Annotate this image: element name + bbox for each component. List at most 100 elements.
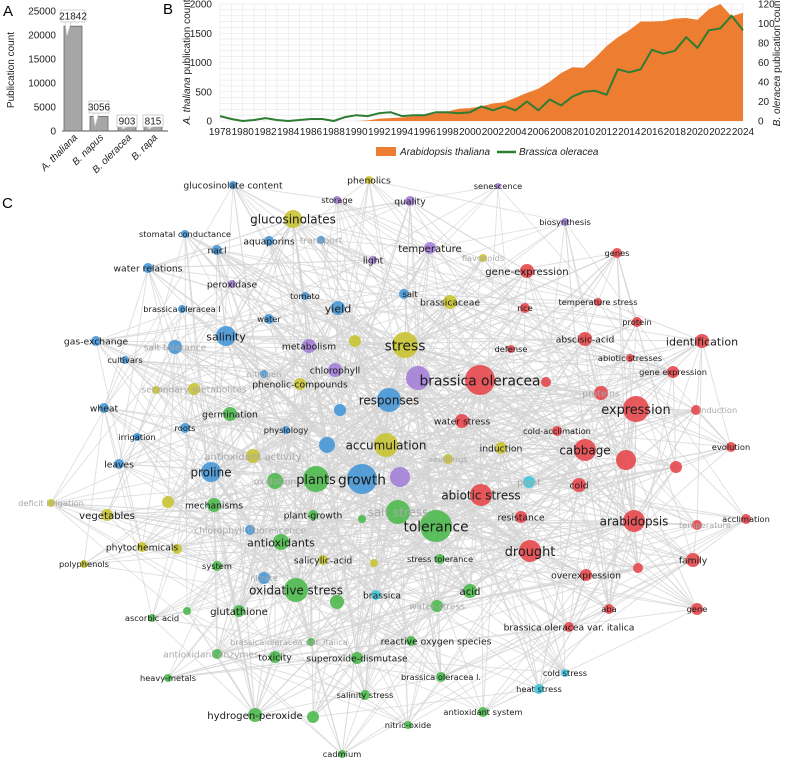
node-unlabeled[interactable] [616, 450, 636, 470]
node-salt-tolerance[interactable] [168, 340, 182, 354]
node-unlabeled[interactable] [183, 607, 191, 615]
node-gene-expression[interactable] [667, 366, 679, 378]
node-water-stress[interactable] [431, 600, 443, 612]
node-roots[interactable] [180, 423, 190, 433]
node-overexpression[interactable] [580, 569, 592, 581]
node-plant-growth[interactable] [308, 510, 318, 520]
node-mechanisms[interactable] [207, 498, 221, 512]
node-brassica-oleracea-var-italica[interactable] [307, 638, 315, 646]
node-unlabeled[interactable] [307, 711, 319, 723]
node-unlabeled[interactable] [390, 467, 410, 487]
node-metabolism[interactable] [302, 339, 316, 353]
node-cultivars[interactable] [121, 356, 129, 364]
node-salinity[interactable] [216, 326, 236, 346]
node-biosynthesis[interactable] [561, 218, 569, 226]
node-aquaporins[interactable] [264, 236, 274, 246]
node-phenolic-compounds[interactable] [294, 378, 306, 390]
node-glucosinolates[interactable] [284, 210, 302, 228]
node-oxidation[interactable] [267, 473, 283, 489]
node-antioxidant-system[interactable] [478, 707, 488, 717]
node-brassica-oleracea-l[interactable] [178, 305, 186, 313]
node-system[interactable] [212, 561, 222, 571]
node-stomatal-conductance[interactable] [181, 230, 189, 238]
node-gene-expression[interactable] [520, 264, 534, 278]
node-unlabeled[interactable] [406, 366, 430, 390]
node-vegetables[interactable] [101, 509, 113, 521]
node-reactive-oxygen-species[interactable] [406, 636, 416, 646]
node-senescence[interactable] [495, 183, 501, 189]
node-temperature[interactable] [692, 520, 702, 530]
node-unlabeled[interactable] [319, 437, 335, 453]
node-salinity-stress[interactable] [360, 690, 370, 700]
node-glucosinolate-content[interactable] [229, 181, 237, 189]
node-seedlings[interactable] [443, 454, 453, 464]
node-leaves[interactable] [114, 459, 124, 469]
node-salt[interactable] [399, 289, 409, 299]
node-brassica[interactable] [371, 590, 381, 600]
node-cold[interactable] [572, 478, 586, 492]
node-peroxidase[interactable] [228, 280, 236, 288]
node-storage[interactable] [333, 196, 341, 204]
node-water-relations[interactable] [143, 263, 153, 273]
node-plant[interactable] [523, 476, 535, 488]
node-genes[interactable] [612, 248, 622, 258]
node-induction[interactable] [495, 442, 507, 454]
node-arabidopsis[interactable] [623, 510, 645, 532]
node-irrigation[interactable] [133, 433, 141, 441]
node-evolution[interactable] [726, 442, 736, 452]
node-unlabeled[interactable] [152, 386, 160, 394]
node-aba[interactable] [604, 604, 614, 614]
node-drought[interactable] [519, 540, 541, 562]
node-identification[interactable] [695, 334, 709, 348]
node-hydrogen-peroxide[interactable] [248, 708, 262, 722]
node-quality[interactable] [405, 196, 415, 206]
node-physiology[interactable] [282, 426, 290, 434]
node-unlabeled[interactable] [633, 563, 643, 573]
node-antioxidant-activity[interactable] [246, 449, 260, 463]
node-heavy-metals[interactable] [164, 674, 172, 682]
node-light[interactable] [369, 256, 377, 264]
node-brassica-oleracea-l-[interactable] [436, 672, 446, 682]
node-chlorophyll[interactable] [328, 363, 342, 377]
node-brassica-oleracea[interactable] [465, 365, 495, 395]
node-polyphenols[interactable] [80, 560, 88, 568]
node-flavonoids[interactable] [479, 254, 487, 262]
node-cadmium[interactable] [338, 750, 346, 758]
node-unlabeled[interactable] [370, 559, 378, 567]
node-abiotic-stress[interactable] [470, 484, 492, 506]
node-gene[interactable] [691, 603, 703, 615]
node-protein[interactable] [632, 317, 642, 327]
node-tomato[interactable] [301, 292, 309, 300]
node-heat-stress[interactable] [534, 684, 544, 694]
node-proline[interactable] [201, 462, 221, 482]
node-salt-stress[interactable] [386, 500, 410, 524]
node-nitrogen[interactable] [260, 370, 268, 378]
node-unlabeled[interactable] [162, 496, 174, 508]
node-oxidative-stress[interactable] [284, 578, 308, 602]
node-deficit-irrigation[interactable] [47, 499, 55, 507]
node-proteins[interactable] [594, 386, 608, 400]
node-chlorophyll-fluorescence[interactable] [245, 525, 255, 535]
node-unlabeled[interactable] [541, 377, 551, 387]
node-germination[interactable] [223, 407, 237, 421]
node-acclimation[interactable] [741, 514, 751, 524]
node-growth[interactable] [347, 464, 377, 494]
node-nitric-oxide[interactable] [404, 721, 412, 729]
node-cold-acclimation[interactable] [552, 426, 562, 436]
node-water[interactable] [264, 314, 274, 324]
node-abiotic-stresses[interactable] [626, 354, 634, 362]
node-ascorbic-acid[interactable] [148, 614, 156, 622]
node-antioxidants[interactable] [273, 534, 289, 550]
node-superoxide-dismutase[interactable] [351, 652, 363, 664]
node-brassica-oleracea-var-italica[interactable] [564, 622, 574, 632]
node-transport[interactable] [317, 236, 325, 244]
node-phytochemicals[interactable] [137, 542, 147, 552]
node-rice[interactable] [520, 303, 530, 313]
node-resistance[interactable] [515, 511, 527, 523]
node-accumulation[interactable] [374, 433, 398, 457]
node-family[interactable] [686, 553, 700, 567]
node-expression[interactable] [623, 396, 649, 422]
node-nitrate[interactable] [258, 572, 270, 584]
node-wheat[interactable] [99, 403, 109, 413]
node-salicylic-acid[interactable] [318, 555, 328, 565]
